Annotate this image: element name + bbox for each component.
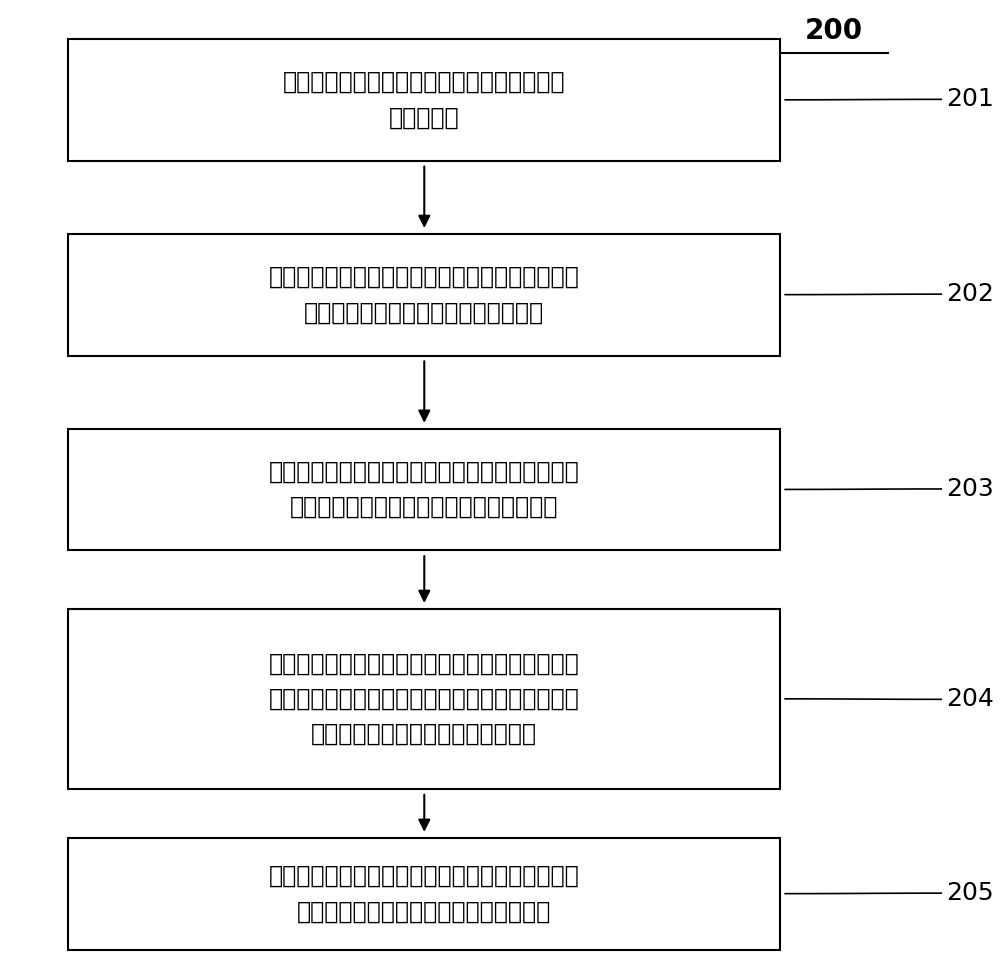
Bar [68,838,780,950]
Text: 将获取到的影像切分成各个影像子图，得到影
像子图集合: 将获取到的影像切分成各个影像子图，得到影 像子图集合 [283,70,566,130]
Text: 对目标子图集合中的每个目标子图进行细粒度目标
检测以生成目标影像，得到目标影像集合: 对目标子图集合中的每个目标子图进行细粒度目标 检测以生成目标影像，得到目标影像集… [269,864,580,923]
Text: 将影像子图集合中的每个影像子图进行二值划分处
理以生成二值影像，得到二值影像集合: 将影像子图集合中的每个影像子图进行二值划分处 理以生成二值影像，得到二值影像集合 [269,265,580,324]
Text: 202: 202 [946,282,994,306]
Text: 201: 201 [946,88,994,111]
Bar [68,39,780,161]
Text: 204: 204 [946,688,994,711]
Text: 203: 203 [946,477,994,501]
Text: 205: 205 [946,881,994,905]
Text: 200: 200 [805,18,863,45]
Bar [68,429,780,550]
Text: 从二值影像集合中选择含有显著性区域的二值影像
作为目标二值影像，得到目标二值影像集合: 从二值影像集合中选择含有显著性区域的二值影像 作为目标二值影像，得到目标二值影像… [269,460,580,519]
Text: 根据目标二值影像集合中的每个目标二值影像，从
影像子图集合中选择对应于目标二值影像的影像子
图作为目标子图，得到目标子图集合: 根据目标二值影像集合中的每个目标二值影像，从 影像子图集合中选择对应于目标二值影… [269,652,580,746]
Bar [68,609,780,789]
Bar [68,234,780,356]
